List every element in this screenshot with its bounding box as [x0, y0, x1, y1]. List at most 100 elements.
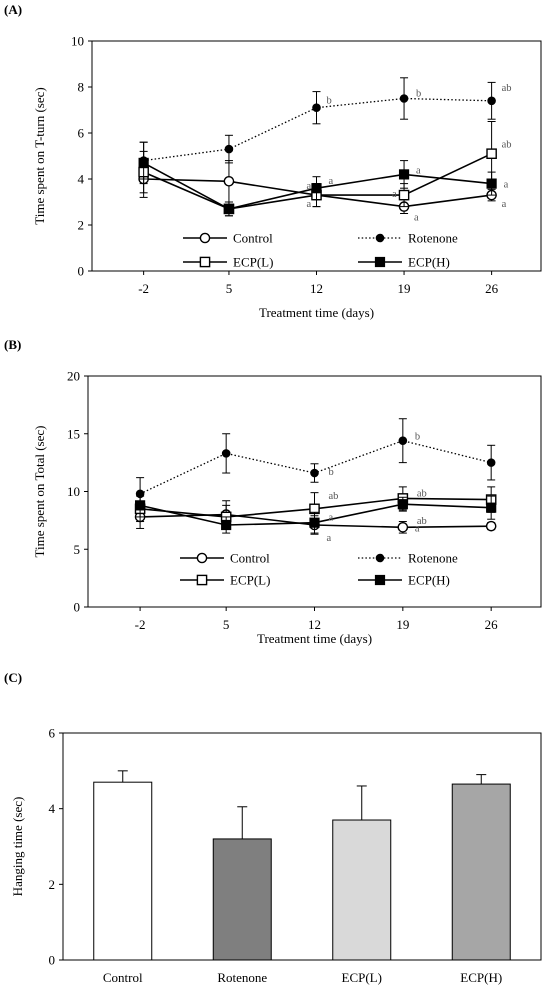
bar	[332, 819, 392, 961]
data-point	[485, 520, 497, 532]
significance-label: ab	[329, 491, 339, 502]
legend-swatch-marker	[374, 574, 386, 586]
data-point	[138, 157, 149, 169]
significance-label: ab	[502, 83, 512, 94]
legend-label: ECP(L)	[233, 255, 273, 270]
y-axis-title: Time spent on Total (sec)	[32, 426, 47, 558]
legend-item: ECP(L)	[180, 573, 270, 588]
data-point	[397, 522, 409, 533]
significance-label: b	[327, 96, 332, 107]
legend-swatch-marker	[196, 552, 208, 564]
series-ecp-h-	[138, 141, 497, 217]
x-tick-label: -2	[138, 281, 149, 296]
legend-swatch-marker	[196, 574, 208, 586]
panel-label: (B)	[4, 337, 21, 352]
legend-label: ECP(L)	[230, 573, 270, 588]
legend-item: ECP(H)	[358, 255, 450, 270]
significance-label: a	[416, 165, 421, 176]
legend-swatch-marker	[374, 256, 386, 268]
legend-label: ECP(H)	[408, 255, 450, 270]
data-point	[486, 178, 497, 189]
legend-item: ECP(H)	[358, 573, 450, 588]
significance-label: b	[415, 432, 420, 443]
bar-chart-panel: (C) 0 2 4 6 Hanging time (sec) Control Rotenone…	[4, 670, 542, 985]
bar	[212, 838, 272, 961]
data-point	[224, 144, 234, 154]
data-point	[312, 103, 321, 112]
significance-label: ab	[417, 516, 427, 527]
y-tick-label: 2	[78, 218, 85, 233]
x-tick-label: 5	[226, 281, 233, 296]
legend-swatch-marker	[375, 233, 385, 243]
x-tick-label: Control	[103, 970, 143, 985]
x-tick-label: 26	[485, 617, 499, 632]
data-point	[486, 148, 497, 160]
significance-label: b	[416, 89, 421, 100]
legend-label: Rotenone	[408, 551, 458, 566]
legend-label: ECP(H)	[408, 573, 450, 588]
series-line	[143, 97, 492, 162]
x-tick-label: 26	[485, 281, 499, 296]
legend-swatch-marker	[375, 553, 385, 563]
x-tick-label: Rotenone	[217, 970, 267, 985]
significance-label: a	[307, 199, 312, 210]
y-tick-label: 6	[49, 726, 56, 741]
significance-label: b	[329, 467, 334, 478]
data-point	[399, 94, 409, 103]
y-tick-label: 4	[49, 801, 56, 816]
legend-item: Rotenone	[358, 551, 458, 566]
y-tick-label: 10	[71, 34, 84, 49]
series-line	[139, 440, 492, 495]
y-tick-label: 8	[78, 80, 85, 95]
plot-frame	[91, 40, 542, 272]
y-tick-label: 15	[67, 426, 80, 441]
data-point	[309, 517, 320, 528]
legend-swatch-marker	[199, 256, 211, 268]
x-tick-label: ECP(L)	[342, 970, 382, 985]
line-chart-panel: (A) 0 2 4 6 8 10 -2 5 12 19 26 Treatment time (days)…	[4, 2, 542, 320]
data-point	[486, 458, 496, 467]
data-point	[223, 203, 235, 215]
significance-label: a	[504, 180, 509, 191]
x-tick-label: 12	[308, 617, 321, 632]
legend-item: ECP(L)	[183, 255, 273, 270]
legend-label: Rotenone	[408, 231, 458, 246]
x-tick-label: ECP(H)	[460, 970, 502, 985]
y-axis-title: Time spent on T-turn (sec)	[32, 87, 47, 224]
plot-frame	[62, 732, 542, 961]
significance-label: a	[415, 523, 420, 534]
data-point	[397, 499, 408, 510]
bar	[93, 781, 153, 961]
x-tick-label: 19	[398, 281, 411, 296]
x-axis-title: Treatment time (days)	[259, 305, 374, 320]
legend-label: Control	[233, 231, 273, 246]
series-rotenone	[139, 77, 496, 180]
legend: Control Rotenone ECP(L) ECP(H)	[180, 551, 458, 588]
legend-item: Control	[180, 551, 270, 566]
data-point	[398, 169, 410, 180]
panel-label: (C)	[4, 670, 22, 685]
line-chart-panel: (B) 0 5 10 15 20 -2 5 12 19 26 Treatment time (days…	[4, 337, 542, 646]
panel-label: (A)	[4, 2, 22, 17]
significance-label: a	[414, 213, 419, 224]
data-point	[398, 189, 410, 201]
significance-label: ab	[502, 140, 512, 151]
data-point	[486, 502, 497, 513]
series-rotenone	[135, 418, 496, 511]
y-tick-label: 5	[74, 542, 81, 557]
data-point	[310, 468, 319, 478]
y-tick-label: 0	[78, 264, 85, 279]
series-ecp-h-	[134, 493, 497, 534]
y-tick-label: 2	[49, 877, 56, 892]
data-point	[311, 183, 322, 194]
y-tick-label: 10	[67, 484, 80, 499]
data-point	[223, 175, 235, 187]
significance-label: a	[307, 181, 312, 192]
significance-label: a	[329, 513, 334, 524]
x-axis-title: Treatment time (days)	[257, 631, 372, 646]
significance-label: ab	[417, 488, 427, 499]
x-tick-label: 5	[223, 617, 230, 632]
series-line	[143, 152, 492, 210]
legend-label: Control	[230, 551, 270, 566]
legend: Control Rotenone ECP(L) ECP(H)	[183, 231, 458, 270]
